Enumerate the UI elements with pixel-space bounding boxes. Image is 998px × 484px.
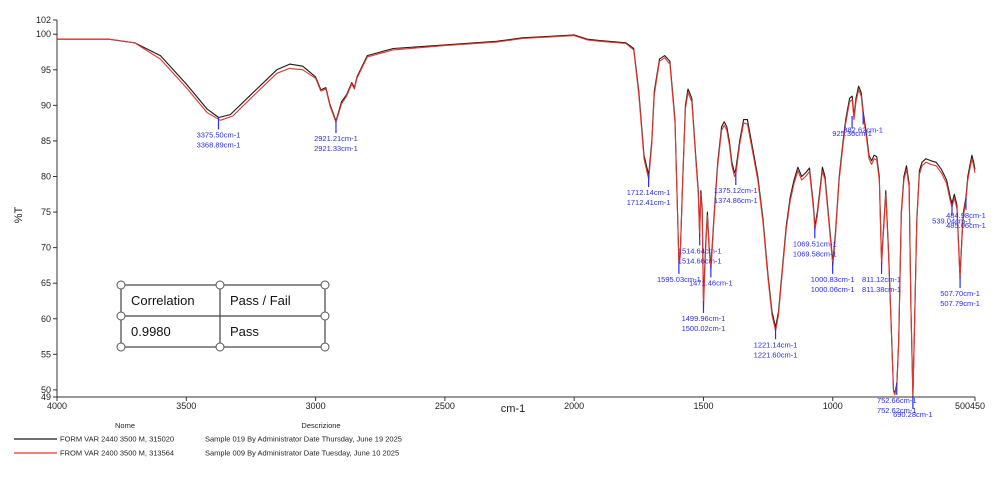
y-tick-label: 70 xyxy=(41,243,51,253)
peak-label: 1374.86cm-1 xyxy=(714,196,758,205)
y-tick-label: 85 xyxy=(41,136,51,146)
x-tick-label: 3500 xyxy=(176,401,196,411)
peak-label: 1000.06cm-1 xyxy=(811,285,855,294)
peak-label: 1595.03cm-1 xyxy=(657,275,701,284)
x-tick-label: 1500 xyxy=(693,401,713,411)
peak-label: 507.70cm-1 xyxy=(940,289,980,298)
peak-label: 2921.33cm-1 xyxy=(314,144,358,153)
peak-label: 1221.14cm-1 xyxy=(754,340,798,349)
y-tick-label: 65 xyxy=(41,278,51,288)
legend-header-name: Nome xyxy=(115,421,135,430)
y-tick-label: 90 xyxy=(41,100,51,110)
resize-handle-mr[interactable] xyxy=(320,311,330,321)
peak-label: 485.06cm-1 xyxy=(946,221,986,230)
peak-label: 1375.12cm-1 xyxy=(714,186,758,195)
table-value-correlation: 0.9980 xyxy=(131,324,171,339)
peak-label: 882.62cm-1 xyxy=(843,125,883,134)
y-tick-label: 100 xyxy=(36,29,51,39)
peak-label: 925.36cm-1 xyxy=(832,129,872,138)
x-axis-label: cm-1 xyxy=(501,403,525,415)
y-tick-label: 60 xyxy=(41,314,51,324)
x-tick-label: 1000 xyxy=(823,401,843,411)
resize-handle-tm[interactable] xyxy=(215,280,225,290)
peak-label: 1221.60cm-1 xyxy=(754,350,798,359)
peak-label: 752.66cm-1 xyxy=(877,396,917,405)
y-tick-label: 55 xyxy=(41,349,51,359)
legend: Nome Descrizione FORM VAR 2440 3500 M, 3… xyxy=(14,421,402,458)
resize-handle-bl[interactable] xyxy=(116,342,126,352)
peak-label: 539.04cm-1 xyxy=(932,217,972,226)
y-tick-label: 102 xyxy=(36,15,51,25)
peak-label: 2921.21cm-1 xyxy=(314,134,358,143)
table-header-correlation: Correlation xyxy=(131,293,195,308)
resize-handle-tl[interactable] xyxy=(116,280,126,290)
peak-label: 1499.96cm-1 xyxy=(682,314,726,323)
series-group xyxy=(57,34,976,398)
resize-handle-br[interactable] xyxy=(320,342,330,352)
legend-desc-1: Sample 019 By Administrator Date Thursda… xyxy=(205,435,402,444)
peak-label: 1712.14cm-1 xyxy=(627,188,671,197)
peak-label: 811.12cm-1 xyxy=(862,275,901,284)
table-header-pass-fail: Pass / Fail xyxy=(230,293,291,308)
y-tick-label: 75 xyxy=(41,207,51,217)
y-tick-label: 49 xyxy=(41,392,51,402)
peak-label: 484.98cm-1 xyxy=(946,211,986,220)
y-axis-label: %T xyxy=(13,206,25,223)
resize-handle-tr[interactable] xyxy=(320,280,330,290)
peak-label: 1514.66cm-1 xyxy=(678,256,722,265)
peak-label: 1471.46cm-1 xyxy=(689,278,733,287)
series-line-2 xyxy=(57,35,976,397)
y-tick-label: 80 xyxy=(41,171,51,181)
legend-header-desc: Descrizione xyxy=(301,421,340,430)
legend-name-1: FORM VAR 2440 3500 M, 315020 xyxy=(60,435,174,444)
peak-label: 3368.89cm-1 xyxy=(197,140,241,149)
peak-label: 1514.64cm-1 xyxy=(678,246,722,255)
y-tick-label: 95 xyxy=(41,65,51,75)
x-tick-label: 4000 xyxy=(47,401,67,411)
x-tick-label: 2000 xyxy=(564,401,584,411)
axes: 4000 3500 3000 2500 2000 1500 1000 500450 102 100… xyxy=(36,15,985,411)
peak-label: 1069.58cm-1 xyxy=(793,249,837,258)
legend-desc-2: Sample 009 By Administrator Date Tuesday… xyxy=(205,449,399,458)
peak-label: 1500.02cm-1 xyxy=(682,324,726,333)
resize-handle-bm[interactable] xyxy=(215,342,225,352)
resize-handle-ml[interactable] xyxy=(116,311,126,321)
peak-label: 1000.83cm-1 xyxy=(811,275,855,284)
peak-label: 811.38cm-1 xyxy=(862,285,901,294)
peak-label: 752.62cm-1 xyxy=(877,406,917,415)
correlation-table[interactable]: Correlation Pass / Fail 0.9980 Pass xyxy=(116,280,330,352)
peak-label: 1069.51cm-1 xyxy=(793,239,837,248)
x-tick-label: 2500 xyxy=(435,401,455,411)
legend-name-2: FROM VAR 2400 3500 M, 313564 xyxy=(60,449,174,458)
y-tick-label: 50 xyxy=(41,385,51,395)
x-tick-label: 3000 xyxy=(306,401,326,411)
peak-label: 507.79cm-1 xyxy=(940,299,980,308)
x-tick-label: 500450 xyxy=(955,401,985,411)
peak-label: 3375.50cm-1 xyxy=(197,130,241,139)
peak-label: 690.28cm-1 xyxy=(893,410,933,419)
table-value-pass-fail: Pass xyxy=(230,324,259,339)
peak-label: 1712.41cm-1 xyxy=(627,198,671,207)
